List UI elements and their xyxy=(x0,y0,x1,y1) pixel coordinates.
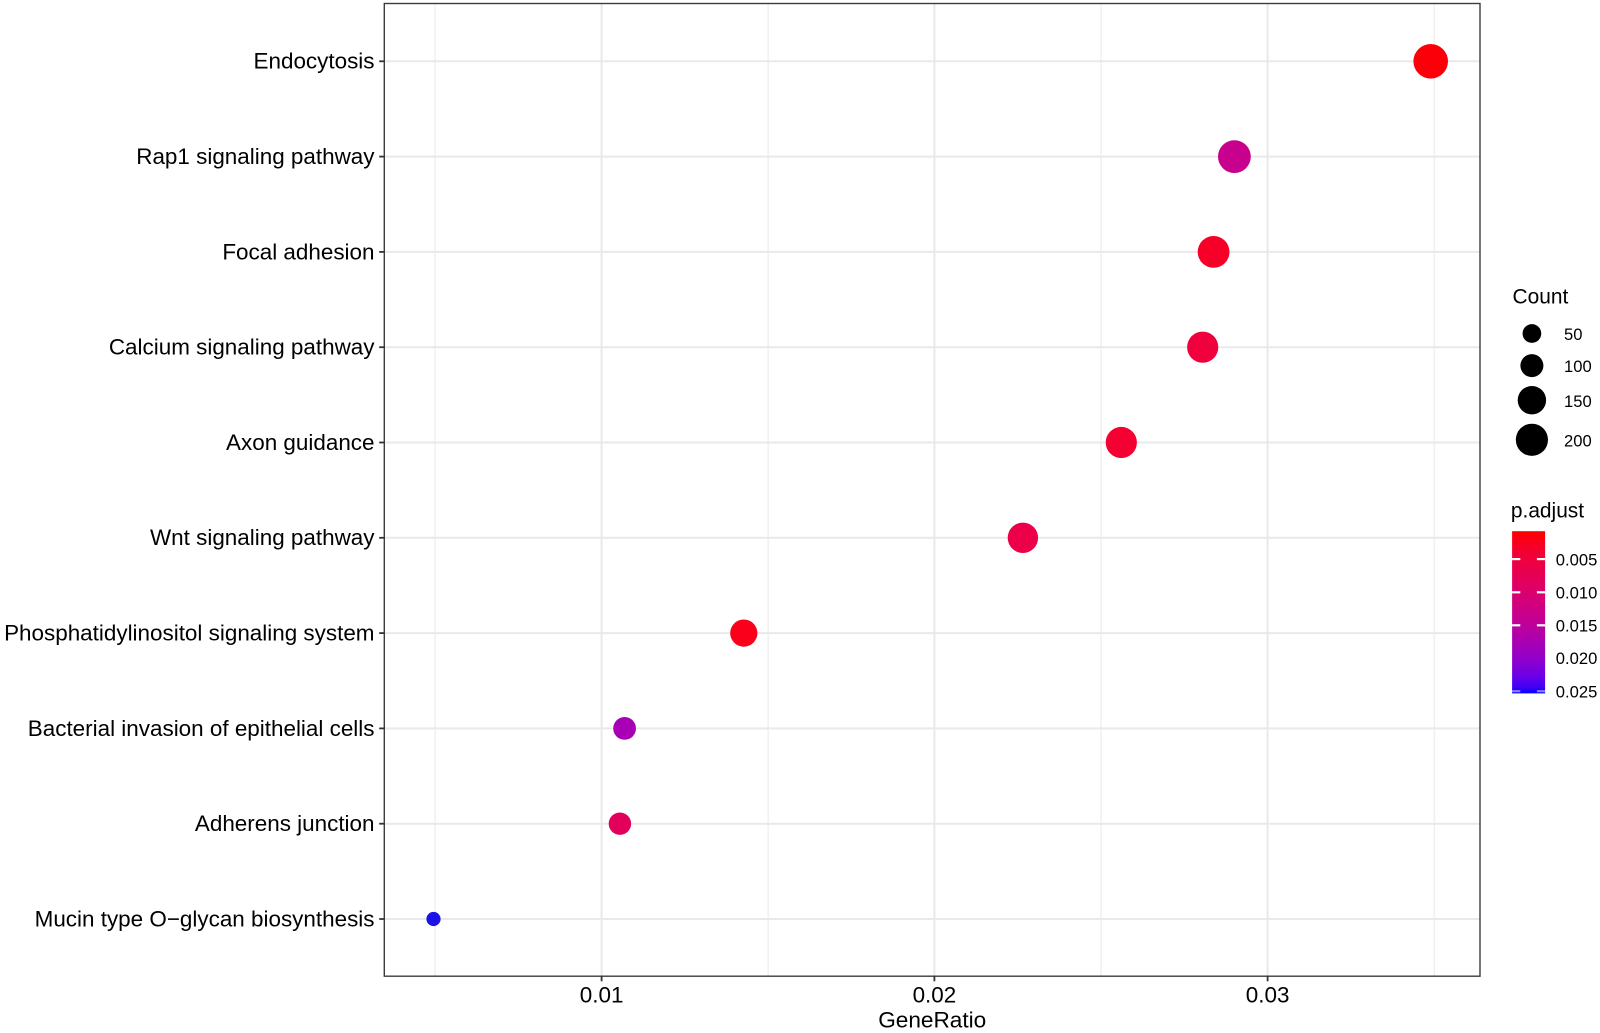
svg-text:0.015: 0.015 xyxy=(1556,617,1598,636)
svg-text:p.adjust: p.adjust xyxy=(1511,499,1584,522)
svg-text:Phosphatidylinositol signaling: Phosphatidylinositol signaling system xyxy=(4,621,374,646)
svg-text:0.02: 0.02 xyxy=(913,983,957,1008)
svg-text:100: 100 xyxy=(1564,357,1592,376)
svg-text:0.025: 0.025 xyxy=(1556,682,1598,701)
svg-text:Count: Count xyxy=(1513,286,1569,309)
svg-text:0.020: 0.020 xyxy=(1556,649,1598,668)
svg-text:Calcium signaling pathway: Calcium signaling pathway xyxy=(109,335,375,360)
svg-text:Wnt signaling pathway: Wnt signaling pathway xyxy=(150,525,375,550)
svg-text:Adherens junction: Adherens junction xyxy=(195,811,375,836)
svg-text:0.01: 0.01 xyxy=(580,983,624,1008)
svg-text:50: 50 xyxy=(1564,325,1582,344)
svg-text:Rap1 signaling pathway: Rap1 signaling pathway xyxy=(136,144,375,169)
svg-text:200: 200 xyxy=(1564,431,1592,450)
svg-text:Focal adhesion: Focal adhesion xyxy=(222,239,374,264)
svg-text:Endocytosis: Endocytosis xyxy=(254,49,375,74)
svg-text:150: 150 xyxy=(1564,392,1592,411)
svg-text:0.010: 0.010 xyxy=(1556,584,1598,603)
svg-text:Axon guidance: Axon guidance xyxy=(226,430,374,455)
svg-text:GeneRatio: GeneRatio xyxy=(878,1007,986,1032)
svg-text:Bacterial invasion of epitheli: Bacterial invasion of epithelial cells xyxy=(28,716,375,741)
svg-text:0.005: 0.005 xyxy=(1556,550,1598,569)
svg-text:0.03: 0.03 xyxy=(1246,983,1290,1008)
svg-text:Mucin type O−glycan biosynthes: Mucin type O−glycan biosynthesis xyxy=(35,906,375,931)
